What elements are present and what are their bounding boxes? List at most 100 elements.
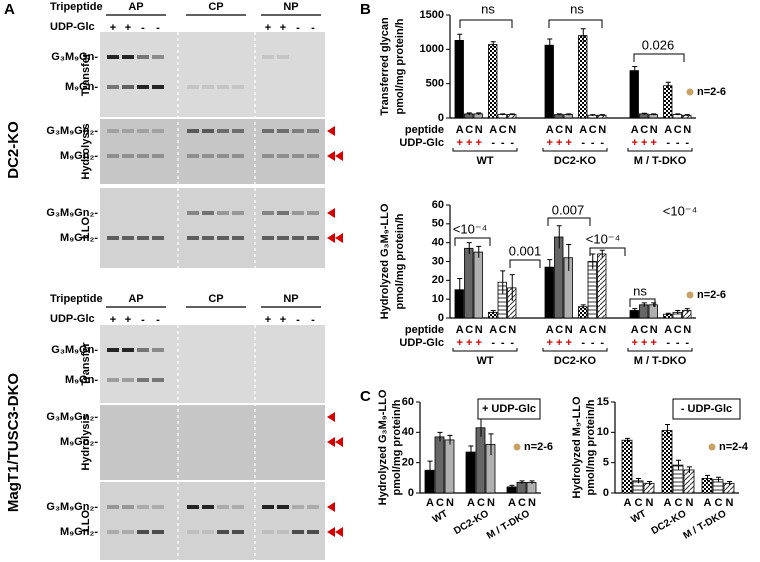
legend-label: n=2-4 (719, 441, 749, 453)
bar (683, 469, 695, 494)
band-label: G₃M₉Gn₂- (46, 411, 98, 423)
gel-band (232, 236, 244, 240)
gel-band (202, 211, 214, 215)
udp-sign: + (651, 337, 657, 349)
udp-sign: - (296, 22, 300, 34)
udp-sign: + (641, 137, 647, 149)
group-bracket (452, 148, 518, 152)
gel-band (217, 530, 229, 534)
gel-band (262, 236, 274, 240)
x-tick-label: A (467, 497, 475, 509)
section-label: Hydrolysis (80, 123, 92, 179)
udp-sign: - (581, 337, 585, 349)
udp-sign: + (476, 337, 482, 349)
legend-marker (686, 88, 694, 96)
annotation: <10⁻⁴ (453, 221, 488, 236)
bar (648, 304, 658, 319)
x-tick-label: C (555, 124, 563, 136)
lane-label: AP (128, 1, 143, 13)
panel-label: B (360, 1, 371, 18)
error-bar (580, 28, 586, 43)
gel-band (277, 211, 289, 215)
gel-band (202, 505, 214, 509)
udp-sign: - (591, 137, 595, 149)
gel-band (122, 348, 134, 352)
bar (464, 247, 474, 319)
annotation: <10⁻⁴ (663, 203, 698, 218)
band-label: M₉Gn₂- (60, 232, 98, 244)
gel-band (152, 85, 164, 89)
bar (578, 35, 588, 119)
x-tick-label: N (683, 124, 691, 136)
bar (488, 44, 498, 119)
error-bar (500, 270, 506, 294)
udp-sign: + (280, 22, 286, 34)
gel-band (307, 129, 319, 133)
gel-band (152, 505, 164, 509)
x-tick-label: N (528, 497, 536, 509)
y-tick-label: 500 (426, 78, 444, 90)
gel-band (107, 505, 119, 509)
condition-label: + UDP-Glc (482, 403, 536, 415)
gel-band (137, 378, 149, 382)
annotation: 0.007 (552, 202, 585, 217)
error-bar (476, 112, 482, 115)
bar (465, 451, 476, 494)
error-bar (556, 113, 562, 116)
group-label: M / T-DKO (485, 508, 532, 542)
significance-bracket (633, 53, 685, 62)
gel-band (107, 85, 119, 89)
error-bar (476, 245, 482, 258)
x-tick-label: N (650, 324, 658, 336)
gel-band (232, 530, 244, 534)
legend-label: n=2-6 (524, 441, 553, 453)
y-tick-label: 5 (603, 457, 609, 469)
udp-sign: + (125, 22, 131, 34)
gel-band (137, 236, 149, 240)
x-tick-label: C (555, 324, 563, 336)
band-label: G₃M₉Gn₂- (46, 207, 98, 219)
gel-band (292, 236, 304, 240)
udp-sign: - (510, 137, 514, 149)
udp-sign: - (491, 137, 495, 149)
legend-marker (708, 443, 716, 451)
gel-band (152, 378, 164, 382)
band-arrow (327, 527, 335, 537)
gel-band (217, 211, 229, 215)
error-bar (675, 113, 681, 116)
x-tick-label: A (546, 324, 554, 336)
annotation: 0.026 (642, 37, 675, 52)
udp-sign: + (476, 137, 482, 149)
x-tick-label: C (674, 124, 682, 136)
gel-band (262, 129, 274, 133)
x-tick-label: A (456, 324, 464, 336)
group-label: WT (476, 355, 493, 367)
lane-label: CP (208, 293, 223, 305)
group-bracket (452, 348, 518, 352)
lane-label: NP (283, 293, 298, 305)
gel-band (122, 505, 134, 509)
udp-sign: - (600, 137, 604, 149)
band-label: M₉Gn- (65, 374, 98, 386)
band-arrow (335, 151, 343, 161)
gel-band (107, 530, 119, 534)
gel-band (122, 129, 134, 133)
x-tick-label: N (726, 497, 734, 509)
error-bar (519, 480, 525, 484)
error-bar (684, 308, 690, 313)
x-tick-label: C (465, 124, 473, 136)
y-tick-label: 60 (402, 396, 414, 408)
x-tick-label: N (646, 497, 654, 509)
error-bar (675, 309, 681, 315)
band-label: M₉Gn₂- (60, 436, 98, 448)
x-tick-label: N (446, 497, 454, 509)
bar (621, 439, 633, 494)
x-tick-label: N (683, 324, 691, 336)
udp-sign: - (156, 22, 160, 34)
error-bar (590, 253, 596, 270)
gel-band (217, 129, 229, 133)
gel-band (107, 129, 119, 133)
gel-band (187, 530, 199, 534)
udp-sign: - (600, 337, 604, 349)
band-label: G₃M₉Gn- (51, 344, 98, 356)
